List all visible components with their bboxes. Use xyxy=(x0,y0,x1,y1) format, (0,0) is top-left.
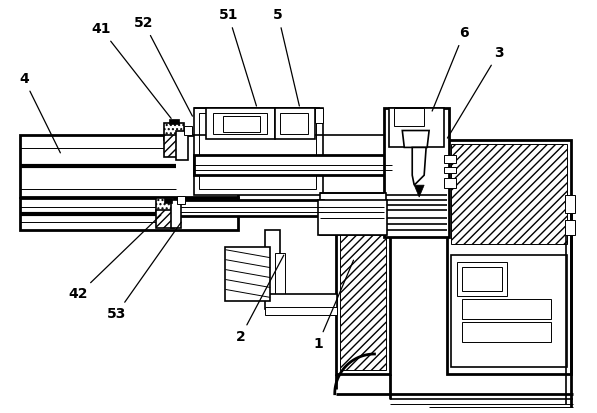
Bar xyxy=(315,108,323,123)
Text: 53: 53 xyxy=(106,222,181,321)
Bar xyxy=(444,178,456,188)
Bar xyxy=(336,230,390,374)
Bar xyxy=(389,108,444,147)
Bar xyxy=(223,116,260,131)
Bar xyxy=(265,294,337,309)
Bar xyxy=(205,108,275,140)
Bar xyxy=(156,198,174,213)
Text: 6: 6 xyxy=(432,26,469,111)
Polygon shape xyxy=(413,147,426,185)
Bar xyxy=(156,210,174,228)
Text: 51: 51 xyxy=(219,8,257,106)
Bar xyxy=(318,200,387,235)
Bar xyxy=(177,196,184,204)
Bar xyxy=(171,200,181,228)
Bar xyxy=(176,131,187,160)
Bar xyxy=(462,267,501,292)
Bar xyxy=(395,108,424,126)
Polygon shape xyxy=(414,185,424,197)
Bar xyxy=(340,234,386,370)
Bar xyxy=(164,123,184,140)
Bar xyxy=(265,230,280,297)
Bar xyxy=(179,200,323,216)
Bar xyxy=(20,198,238,230)
Text: 5: 5 xyxy=(273,8,299,106)
Text: 4: 4 xyxy=(19,72,60,153)
Bar xyxy=(169,119,179,123)
Bar xyxy=(265,307,337,315)
Text: 1: 1 xyxy=(313,260,353,351)
Bar xyxy=(451,145,567,244)
Bar xyxy=(444,155,456,163)
Bar xyxy=(451,255,567,367)
Text: 3: 3 xyxy=(447,46,503,138)
Bar xyxy=(320,193,386,235)
Text: 42: 42 xyxy=(69,215,161,301)
Bar xyxy=(462,322,551,342)
Bar xyxy=(226,247,270,301)
Bar xyxy=(193,108,323,195)
Bar xyxy=(184,126,192,135)
Bar xyxy=(275,253,285,297)
Bar xyxy=(565,195,575,213)
Bar xyxy=(193,155,392,175)
Bar xyxy=(447,140,571,374)
Bar xyxy=(199,113,316,189)
Bar xyxy=(20,135,238,197)
Bar xyxy=(444,167,456,173)
Text: 41: 41 xyxy=(91,22,171,119)
Bar xyxy=(280,113,308,135)
Bar xyxy=(457,261,507,297)
Bar xyxy=(164,198,172,203)
Bar xyxy=(462,299,551,319)
Text: 52: 52 xyxy=(134,16,192,116)
Polygon shape xyxy=(402,131,429,147)
Bar xyxy=(213,113,267,135)
Bar xyxy=(565,220,575,235)
Bar xyxy=(164,135,184,157)
Text: 2: 2 xyxy=(236,255,284,344)
Bar xyxy=(384,108,449,237)
Bar xyxy=(275,108,315,140)
